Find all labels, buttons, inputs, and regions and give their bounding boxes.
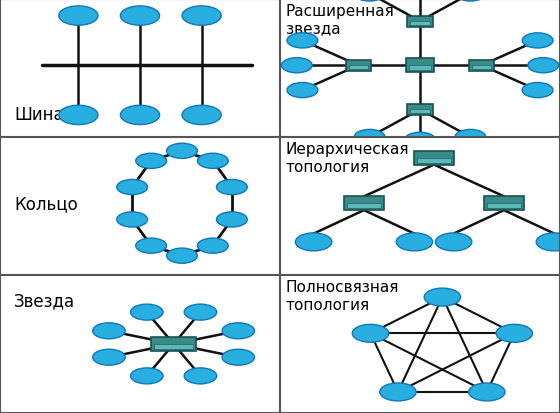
Circle shape <box>222 323 254 339</box>
Text: Расширенная
звезда: Расширенная звезда <box>286 4 394 36</box>
Circle shape <box>120 106 160 125</box>
Text: Шина: Шина <box>14 106 64 124</box>
FancyBboxPatch shape <box>151 337 196 351</box>
Circle shape <box>296 233 332 251</box>
Circle shape <box>469 383 505 401</box>
Circle shape <box>116 180 147 195</box>
Circle shape <box>130 368 163 384</box>
Circle shape <box>396 233 432 251</box>
Circle shape <box>528 59 559 74</box>
Circle shape <box>217 180 248 195</box>
Circle shape <box>182 7 221 26</box>
Circle shape <box>354 130 385 145</box>
Circle shape <box>93 349 125 366</box>
Circle shape <box>455 0 486 2</box>
FancyBboxPatch shape <box>344 197 384 211</box>
FancyBboxPatch shape <box>469 61 494 71</box>
Circle shape <box>184 304 217 320</box>
Circle shape <box>536 233 560 251</box>
FancyBboxPatch shape <box>407 104 432 116</box>
Bar <box>472 66 491 69</box>
Circle shape <box>167 144 197 159</box>
Circle shape <box>380 383 416 401</box>
Circle shape <box>522 34 553 49</box>
Bar <box>154 344 193 349</box>
Circle shape <box>436 233 472 251</box>
FancyBboxPatch shape <box>407 17 432 28</box>
Circle shape <box>167 249 197 263</box>
Circle shape <box>136 154 166 169</box>
Circle shape <box>522 83 553 98</box>
Circle shape <box>424 288 460 306</box>
Bar <box>487 204 521 209</box>
Circle shape <box>120 7 160 26</box>
Text: Иерархическая
топология: Иерархическая топология <box>286 142 409 174</box>
Circle shape <box>59 7 98 26</box>
Bar <box>417 158 451 163</box>
Circle shape <box>287 83 318 98</box>
FancyBboxPatch shape <box>346 61 371 71</box>
Circle shape <box>352 325 389 342</box>
Circle shape <box>354 0 385 2</box>
Circle shape <box>222 349 254 366</box>
Circle shape <box>93 323 125 339</box>
Bar <box>347 204 381 209</box>
Circle shape <box>182 106 221 125</box>
Circle shape <box>198 238 228 254</box>
Circle shape <box>496 325 533 342</box>
Circle shape <box>217 212 248 228</box>
Bar <box>409 66 431 71</box>
Text: Полносвязная
топология: Полносвязная топология <box>286 280 399 312</box>
Circle shape <box>130 304 163 320</box>
Circle shape <box>136 238 166 254</box>
Circle shape <box>455 130 486 145</box>
Circle shape <box>404 133 436 148</box>
Circle shape <box>198 154 228 169</box>
FancyBboxPatch shape <box>484 197 524 211</box>
Circle shape <box>282 59 312 74</box>
Text: Звезда: Звезда <box>14 292 75 310</box>
Bar <box>410 110 430 114</box>
Bar <box>348 66 368 69</box>
FancyBboxPatch shape <box>414 152 454 165</box>
FancyBboxPatch shape <box>406 59 434 73</box>
Bar <box>410 21 430 26</box>
Circle shape <box>287 34 318 49</box>
Circle shape <box>184 368 217 384</box>
Circle shape <box>116 212 147 228</box>
Circle shape <box>59 106 98 125</box>
Text: Кольцо: Кольцо <box>14 195 78 213</box>
